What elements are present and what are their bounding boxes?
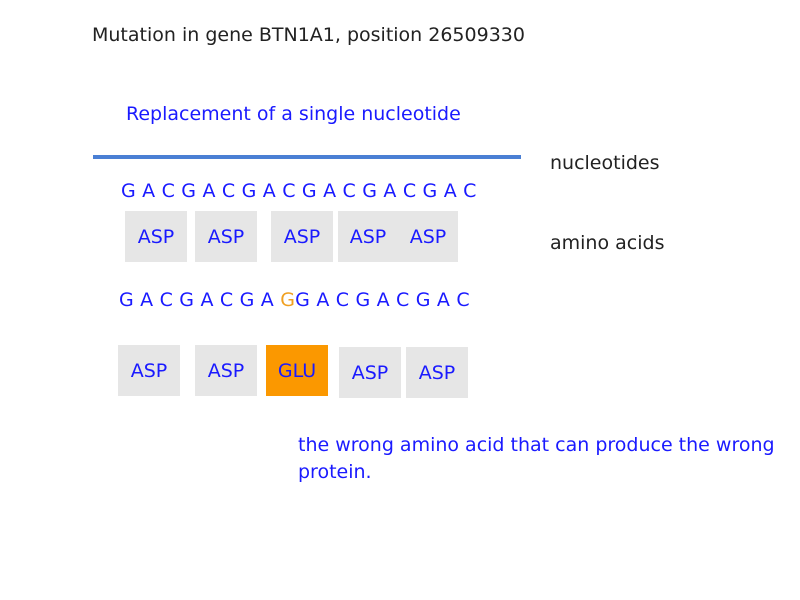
amino-acid-box: ASP xyxy=(339,347,401,398)
page-title: Mutation in gene BTN1A1, position 265093… xyxy=(92,24,525,46)
mutated-amino-acid-box: GLU xyxy=(266,345,328,396)
original-sequence: G A C G A C G A C G A C G A C G A C xyxy=(121,180,477,202)
mutated-nucleotide: G xyxy=(280,289,296,311)
amino-acid-box: ASP xyxy=(406,347,468,398)
amino-acid-box: ASP xyxy=(195,345,257,396)
amino-acid-label: ASP xyxy=(409,225,447,248)
subtitle: Replacement of a single nucleotide xyxy=(126,103,461,125)
amino-acid-label: ASP xyxy=(349,225,387,248)
amino-acid-box: ASP xyxy=(271,211,333,262)
amino-acid-box: ASP xyxy=(125,211,187,262)
mutated-sequence: G A C G A C G A GG A C G A C G A C xyxy=(119,289,470,311)
amino-acids-label: amino acids xyxy=(550,232,665,254)
amino-acid-box: ASP xyxy=(195,211,257,262)
sequence-after: G A C G A C G A C xyxy=(295,289,470,311)
amino-acid-box: ASP xyxy=(118,345,180,396)
nucleotides-label: nucleotides xyxy=(550,152,660,174)
sequence-before: G A C G A C G A xyxy=(119,289,281,311)
explanation-note: the wrong amino acid that can produce th… xyxy=(298,434,775,483)
amino-acid-box-group: ASP ASP xyxy=(338,211,458,262)
divider-line xyxy=(93,155,521,159)
